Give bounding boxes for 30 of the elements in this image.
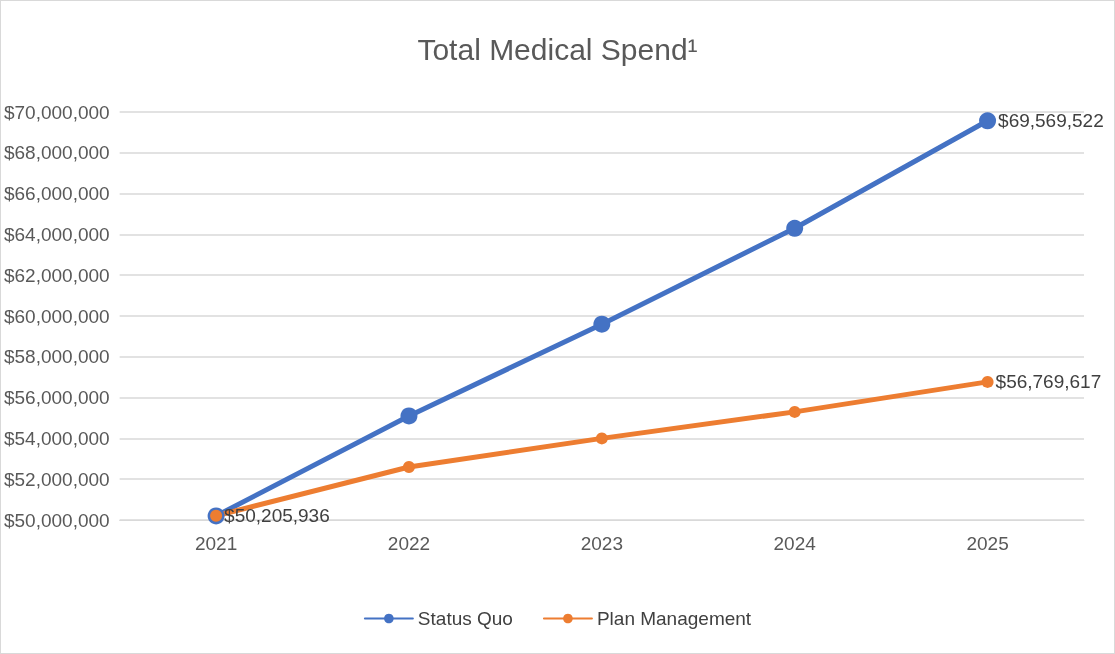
y-tick-label: $60,000,000 — [3, 305, 110, 327]
y-tick-label: $56,000,000 — [3, 387, 110, 409]
point — [979, 112, 997, 130]
y-tick-label: $62,000,000 — [3, 264, 110, 286]
point — [402, 460, 415, 473]
y-tick-label: $66,000,000 — [3, 183, 110, 205]
y-tick-label: $52,000,000 — [3, 468, 110, 490]
chart-title: Total Medical Spend¹ — [417, 32, 698, 66]
x-tick-label: 2022 — [387, 533, 431, 554]
point — [786, 219, 804, 237]
x-tick-label: 2023 — [580, 533, 623, 554]
data-label: $69,569,522 — [998, 110, 1104, 132]
legend-label: Plan Management — [596, 608, 752, 629]
x-tick-label: 2025 — [966, 533, 1009, 554]
x-tick-label: 2021 — [194, 533, 238, 554]
data-label: $56,769,617 — [995, 371, 1102, 393]
point — [593, 315, 611, 333]
y-tick-label: $64,000,000 — [3, 223, 110, 245]
x-tick-label: 2024 — [773, 533, 817, 554]
y-tick-label: $68,000,000 — [3, 142, 110, 164]
y-tick-label: $58,000,000 — [3, 346, 110, 368]
data-label: $50,205,936 — [224, 505, 330, 527]
y-tick-label: $54,000,000 — [3, 427, 110, 449]
point — [400, 407, 418, 425]
y-tick-label: $70,000,000 — [3, 101, 110, 123]
point — [788, 405, 801, 418]
point — [981, 375, 994, 388]
y-tick-label: $50,000,000 — [3, 509, 110, 531]
point — [595, 432, 608, 445]
legend-label: Status Quo — [417, 608, 513, 629]
